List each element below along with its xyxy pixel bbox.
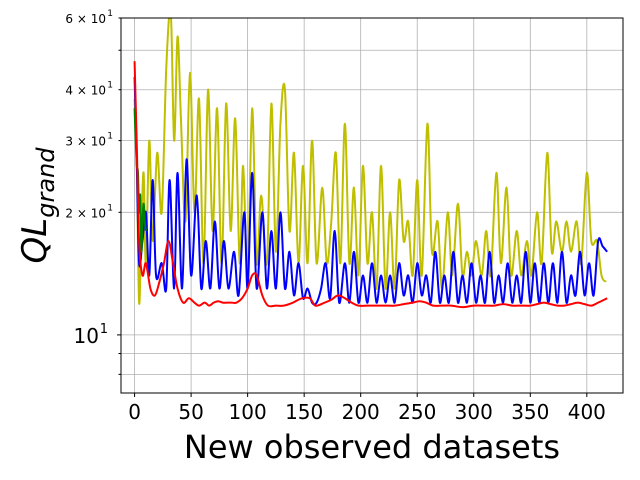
- y-axis-label: QLgrand: [15, 147, 60, 264]
- y-tick-label-exponent: 1: [100, 322, 108, 337]
- y-tick-label: 2 × 10: [65, 206, 106, 220]
- x-tick-label: 100: [229, 400, 267, 424]
- y-tick-label-exponent: 1: [107, 9, 113, 19]
- y-axis-label-subscript: grand: [32, 147, 60, 218]
- x-tick-label: 50: [178, 400, 203, 424]
- x-axis-label: New observed datasets: [184, 428, 560, 466]
- x-tick-label: 300: [455, 400, 493, 424]
- x-tick-label: 150: [285, 400, 323, 424]
- plot-frame: [120, 17, 624, 394]
- series-line-0: [133, 18, 607, 305]
- x-tick-label: 0: [128, 400, 141, 424]
- y-axis-label-main: QL: [15, 218, 55, 264]
- series-lines: [133, 18, 608, 309]
- y-tick-label: 4 × 10: [65, 84, 106, 98]
- series-line-1: [133, 76, 608, 306]
- y-tick-label-exponent: 1: [107, 203, 113, 213]
- y-tick-label: 10: [74, 324, 99, 348]
- y-tick-label: 3 × 10: [65, 135, 106, 149]
- series-line-3: [133, 61, 608, 309]
- x-tick-label: 350: [511, 400, 549, 424]
- x-tick-label: 250: [398, 400, 436, 424]
- y-tick-label-exponent: 1: [107, 81, 113, 91]
- y-tick-label-exponent: 1: [107, 132, 113, 142]
- x-tick-label: 400: [568, 400, 606, 424]
- x-tick-label: 200: [342, 400, 380, 424]
- y-tick-label: 6 × 10: [65, 12, 106, 26]
